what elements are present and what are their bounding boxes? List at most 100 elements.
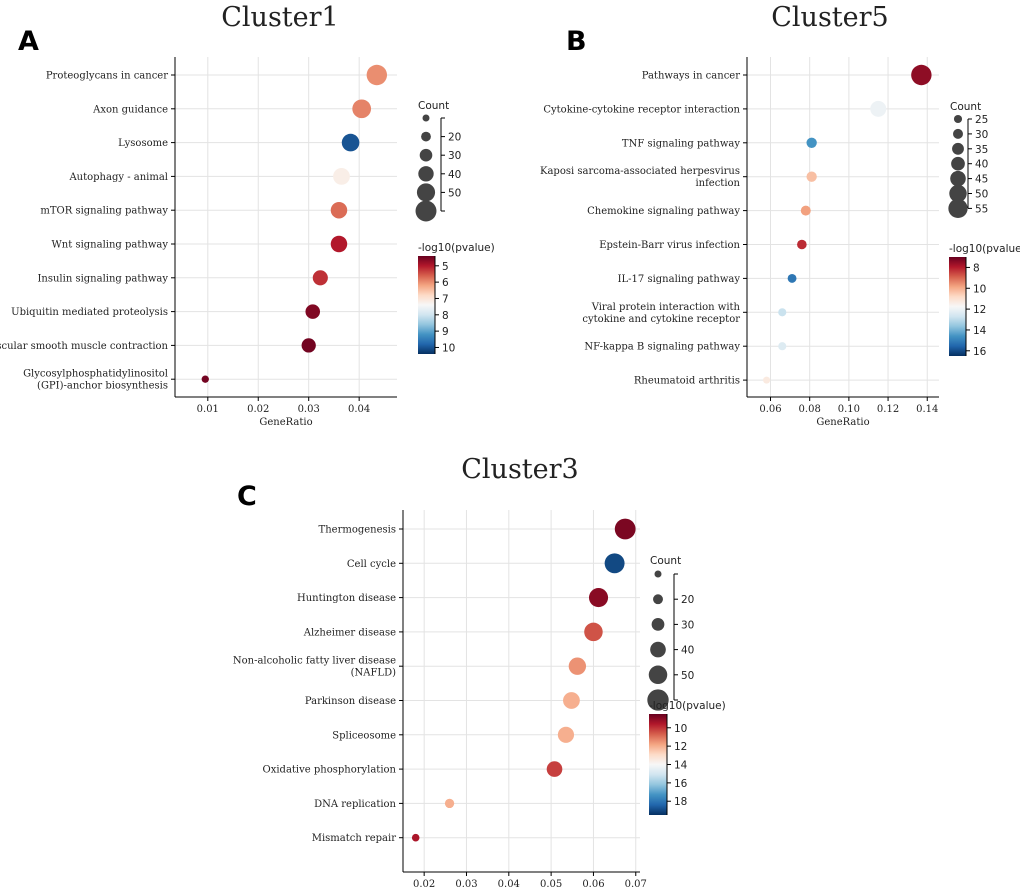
data-point — [341, 133, 360, 152]
term-label: Chemokine signaling pathway — [587, 206, 740, 217]
term-label: Mismatch repair — [312, 833, 397, 844]
size-legend-label: 25 — [975, 114, 988, 126]
panel-letter: C — [237, 481, 257, 512]
term-label-line: Glycosylphosphatidylinositol — [23, 369, 168, 380]
x-tick-label: 0.14 — [916, 404, 938, 415]
data-point — [333, 168, 350, 185]
size-legend-label: 20 — [681, 594, 694, 606]
data-point — [911, 64, 932, 86]
x-tick-label: 0.12 — [877, 404, 899, 415]
x-tick-label: 0.07 — [625, 879, 647, 889]
data-point — [305, 304, 321, 319]
x-tick-label: 0.06 — [759, 404, 781, 415]
panel-letter: A — [18, 26, 39, 57]
term-label: Alzheimer disease — [303, 627, 396, 638]
term-label: Glycosylphosphatidylinositol (GPI)-anchor… — [23, 369, 168, 392]
color-legend-label: 8 — [442, 310, 449, 322]
size-legend-label: 35 — [975, 144, 988, 156]
size-legend-label: 45 — [975, 174, 988, 186]
x-tick-label: 0.02 — [247, 404, 269, 415]
color-legend-label: 10 — [442, 342, 455, 354]
x-axis-label: GeneRatio — [259, 417, 312, 428]
size-legend-dot — [949, 184, 967, 203]
term-label: Parkinson disease — [305, 696, 396, 707]
data-point — [563, 692, 580, 709]
x-tick-label: 0.08 — [799, 404, 821, 415]
color-legend-title: -log10(pvalue) — [949, 243, 1020, 255]
data-point — [588, 588, 609, 608]
term-label-line: Non-alcoholic fatty liver disease — [233, 656, 396, 667]
size-legend-dot — [653, 594, 663, 605]
data-point — [763, 376, 771, 384]
term-label: Insulin signaling pathway — [37, 273, 168, 284]
term-label: Proteoglycans in cancer — [46, 71, 168, 82]
term-label: Viral protein interaction with cytokine a… — [582, 302, 740, 325]
panel-letter: B — [566, 26, 587, 57]
term-label-line: Viral protein interaction with — [591, 302, 741, 313]
size-legend-label: 55 — [975, 203, 988, 215]
color-legend-label: 5 — [442, 261, 449, 273]
size-legend-label: 30 — [448, 150, 461, 162]
term-label: Thermogenesis — [319, 525, 396, 536]
color-legend-label: 14 — [674, 760, 688, 772]
term-label: Non-alcoholic fatty liver disease (NAFLD) — [233, 656, 396, 679]
data-point — [301, 338, 316, 353]
size-legend-label: 20 — [448, 132, 461, 144]
x-tick-label: 0.02 — [413, 879, 435, 889]
color-legend-bar — [949, 257, 966, 356]
term-label: Autophagy - animal — [68, 172, 168, 183]
x-tick-label: 0.10 — [838, 404, 860, 415]
size-legend-dot — [650, 641, 666, 658]
size-legend-dot — [419, 148, 433, 162]
term-label: mTOR signaling pathway — [40, 206, 168, 217]
color-legend-label: 8 — [973, 262, 980, 274]
size-legend-dot — [651, 618, 665, 631]
size-legend-dot — [421, 131, 431, 142]
color-legend-label: 10 — [674, 723, 687, 735]
color-legend-title: -log10(pvalue) — [649, 700, 726, 712]
color-legend-label: 10 — [973, 283, 986, 295]
size-legend-label: 40 — [975, 159, 988, 171]
term-label: Axon guidance — [92, 104, 168, 115]
size-legend-title: Count — [950, 101, 981, 113]
size-legend-dot — [951, 156, 965, 171]
size-legend-label: 30 — [681, 619, 694, 631]
color-legend-label: 12 — [973, 304, 986, 316]
data-point — [312, 270, 328, 286]
data-point — [778, 342, 787, 351]
size-legend-dot — [953, 128, 963, 139]
color-legend-label: 6 — [442, 277, 449, 289]
data-point — [604, 553, 625, 574]
size-legend-label: 50 — [448, 187, 461, 199]
term-label: Spliceosome — [332, 730, 396, 741]
size-legend-dot — [416, 183, 436, 202]
x-tick-label: 0.04 — [348, 404, 370, 415]
x-tick-label: 0.03 — [298, 404, 320, 415]
size-legend-dot — [422, 114, 430, 122]
term-label: Epstein-Barr virus infection — [599, 240, 740, 251]
data-point — [584, 622, 603, 642]
data-point — [201, 375, 209, 383]
size-legend-dot — [648, 665, 668, 685]
data-point — [806, 137, 817, 148]
panel-title: Cluster3 — [461, 454, 578, 485]
panel-title: Cluster1 — [221, 2, 338, 33]
color-legend-label: 16 — [973, 346, 987, 358]
data-point — [557, 726, 575, 743]
color-legend-label: 18 — [674, 796, 687, 808]
size-legend-dot — [647, 689, 669, 711]
term-label: IL-17 signaling pathway — [618, 274, 741, 285]
size-legend-title: Count — [418, 100, 449, 112]
data-point — [411, 833, 420, 842]
term-label-line: (NAFLD) — [351, 668, 396, 679]
color-legend-label: 16 — [674, 778, 688, 790]
size-legend-dot — [948, 198, 968, 219]
size-legend-dot — [950, 170, 966, 187]
term-label: Huntington disease — [297, 593, 396, 604]
term-label: Ubiquitin mediated proteolysis — [11, 307, 168, 318]
size-legend-label: 50 — [975, 189, 988, 201]
panel-a: Cluster1 A Proteoglycans in cancer Axon gui… — [0, 2, 495, 428]
size-legend-dot — [952, 142, 964, 155]
x-tick-label: 0.04 — [498, 879, 520, 889]
data-point — [330, 235, 348, 253]
